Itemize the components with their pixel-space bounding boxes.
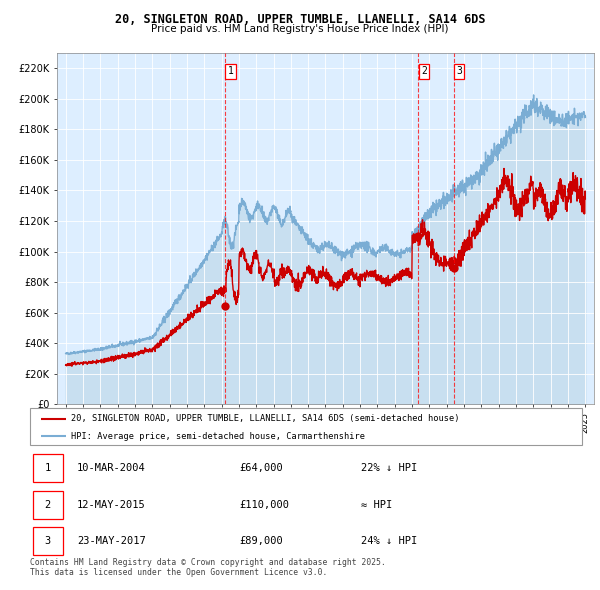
Text: 23-MAY-2017: 23-MAY-2017 xyxy=(77,536,146,546)
Text: 3: 3 xyxy=(44,536,51,546)
Text: 3: 3 xyxy=(456,67,462,77)
Text: 2: 2 xyxy=(421,67,427,77)
FancyBboxPatch shape xyxy=(33,454,63,482)
Text: £89,000: £89,000 xyxy=(240,536,284,546)
FancyBboxPatch shape xyxy=(33,527,63,555)
Text: 10-MAR-2004: 10-MAR-2004 xyxy=(77,463,146,473)
FancyBboxPatch shape xyxy=(33,491,63,519)
Text: 20, SINGLETON ROAD, UPPER TUMBLE, LLANELLI, SA14 6DS (semi-detached house): 20, SINGLETON ROAD, UPPER TUMBLE, LLANEL… xyxy=(71,414,460,423)
Text: 1: 1 xyxy=(44,463,51,473)
Text: ≈ HPI: ≈ HPI xyxy=(361,500,392,510)
Text: £64,000: £64,000 xyxy=(240,463,284,473)
Text: HPI: Average price, semi-detached house, Carmarthenshire: HPI: Average price, semi-detached house,… xyxy=(71,432,365,441)
Text: 24% ↓ HPI: 24% ↓ HPI xyxy=(361,536,418,546)
Text: 2: 2 xyxy=(44,500,51,510)
Text: 20, SINGLETON ROAD, UPPER TUMBLE, LLANELLI, SA14 6DS: 20, SINGLETON ROAD, UPPER TUMBLE, LLANEL… xyxy=(115,13,485,26)
Text: Contains HM Land Registry data © Crown copyright and database right 2025.
This d: Contains HM Land Registry data © Crown c… xyxy=(30,558,386,577)
Text: 12-MAY-2015: 12-MAY-2015 xyxy=(77,500,146,510)
Text: 1: 1 xyxy=(227,67,233,77)
Text: Price paid vs. HM Land Registry's House Price Index (HPI): Price paid vs. HM Land Registry's House … xyxy=(151,24,449,34)
FancyBboxPatch shape xyxy=(30,408,582,445)
Text: £110,000: £110,000 xyxy=(240,500,290,510)
Text: 22% ↓ HPI: 22% ↓ HPI xyxy=(361,463,418,473)
